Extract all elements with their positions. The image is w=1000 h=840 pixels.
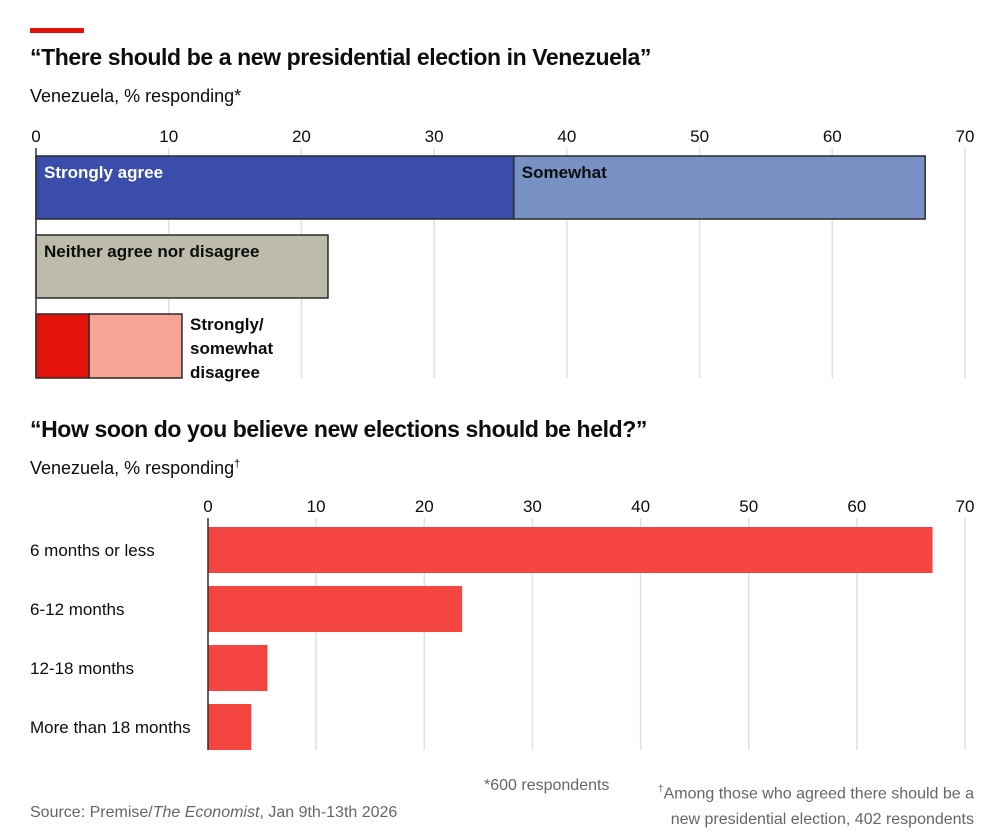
chart2-tick-label: 50 — [739, 497, 758, 516]
source-note: Source: Premise/The Economist, Jan 9th-1… — [30, 804, 397, 822]
chart1-title: “There should be a new presidential elec… — [30, 44, 651, 70]
chart1-bar-somewhat-disagree — [88, 313, 183, 379]
chart1-tick-label: 0 — [31, 127, 40, 146]
chart2-tick-label: 60 — [847, 497, 866, 516]
chart1-bar-label: Strongly agree — [44, 163, 163, 182]
footnote-line1: Among those who agreed there should be a — [663, 785, 974, 803]
footnote-subset: †Among those who agreed there should be … — [658, 777, 974, 833]
chart2-tick-label: 70 — [956, 497, 975, 516]
chart2-tick-label: 0 — [203, 497, 212, 516]
source-publication: The Economist — [152, 804, 260, 821]
chart2-subtitle-text: Venezuela, % responding — [30, 458, 235, 478]
footnote-line2: new presidential election, 402 responden… — [670, 811, 974, 829]
chart2-bar — [208, 586, 463, 632]
chart2-tick-label: 10 — [307, 497, 326, 516]
chart1-tick-label: 20 — [292, 127, 311, 146]
chart2-subtitle-mark: † — [234, 458, 241, 470]
source-prefix: Source: Premise/ — [30, 804, 153, 821]
chart1-disagree-annotation: disagree — [190, 363, 260, 382]
chart2-bar — [208, 527, 933, 573]
chart1-bar-neither-agree-nor-disagree — [35, 234, 329, 299]
chart1-disagree-annotation: somewhat — [190, 339, 273, 358]
chart1-tick-label: 70 — [956, 127, 975, 146]
chart2-bar — [208, 704, 252, 750]
chart2-category-label: 12-18 months — [30, 659, 134, 678]
footnote-respondents: *600 respondents — [484, 777, 610, 794]
chart1-disagree-annotation: Strongly/ — [190, 315, 264, 334]
chart2-category-label: 6 months or less — [30, 541, 155, 560]
chart1-subtitle: Venezuela, % responding* — [30, 86, 241, 107]
chart1-bar-strongly-disagree — [35, 313, 90, 379]
chart1-tick-label: 50 — [690, 127, 709, 146]
chart2-subtitle: Venezuela, % responding† — [30, 458, 240, 479]
chart1-tick-label: 10 — [159, 127, 178, 146]
chart2-tick-label: 20 — [415, 497, 434, 516]
chart2-category-label: 6-12 months — [30, 600, 125, 619]
chart1-bar-somewhat — [513, 155, 926, 220]
chart2-tick-label: 30 — [523, 497, 542, 516]
chart2-category-label: More than 18 months — [30, 718, 191, 737]
footnote-dagger: † — [658, 784, 664, 795]
source-date: , Jan 9th-13th 2026 — [259, 804, 398, 821]
chart2-title: “How soon do you believe new elections s… — [30, 416, 647, 442]
chart1-subtitle-mark: * — [234, 86, 242, 106]
chart2-bar — [208, 645, 268, 691]
chart1-tick-label: 30 — [425, 127, 444, 146]
chart1-tick-label: 60 — [823, 127, 842, 146]
chart2-tick-label: 40 — [631, 497, 650, 516]
chart1-bar-label: Somewhat — [522, 163, 607, 182]
chart1-subtitle-text: Venezuela, % responding — [30, 86, 235, 106]
brand-accent-bar — [30, 28, 84, 33]
chart1-bar-label: Neither agree nor disagree — [44, 242, 259, 261]
chart1-tick-label: 40 — [557, 127, 576, 146]
